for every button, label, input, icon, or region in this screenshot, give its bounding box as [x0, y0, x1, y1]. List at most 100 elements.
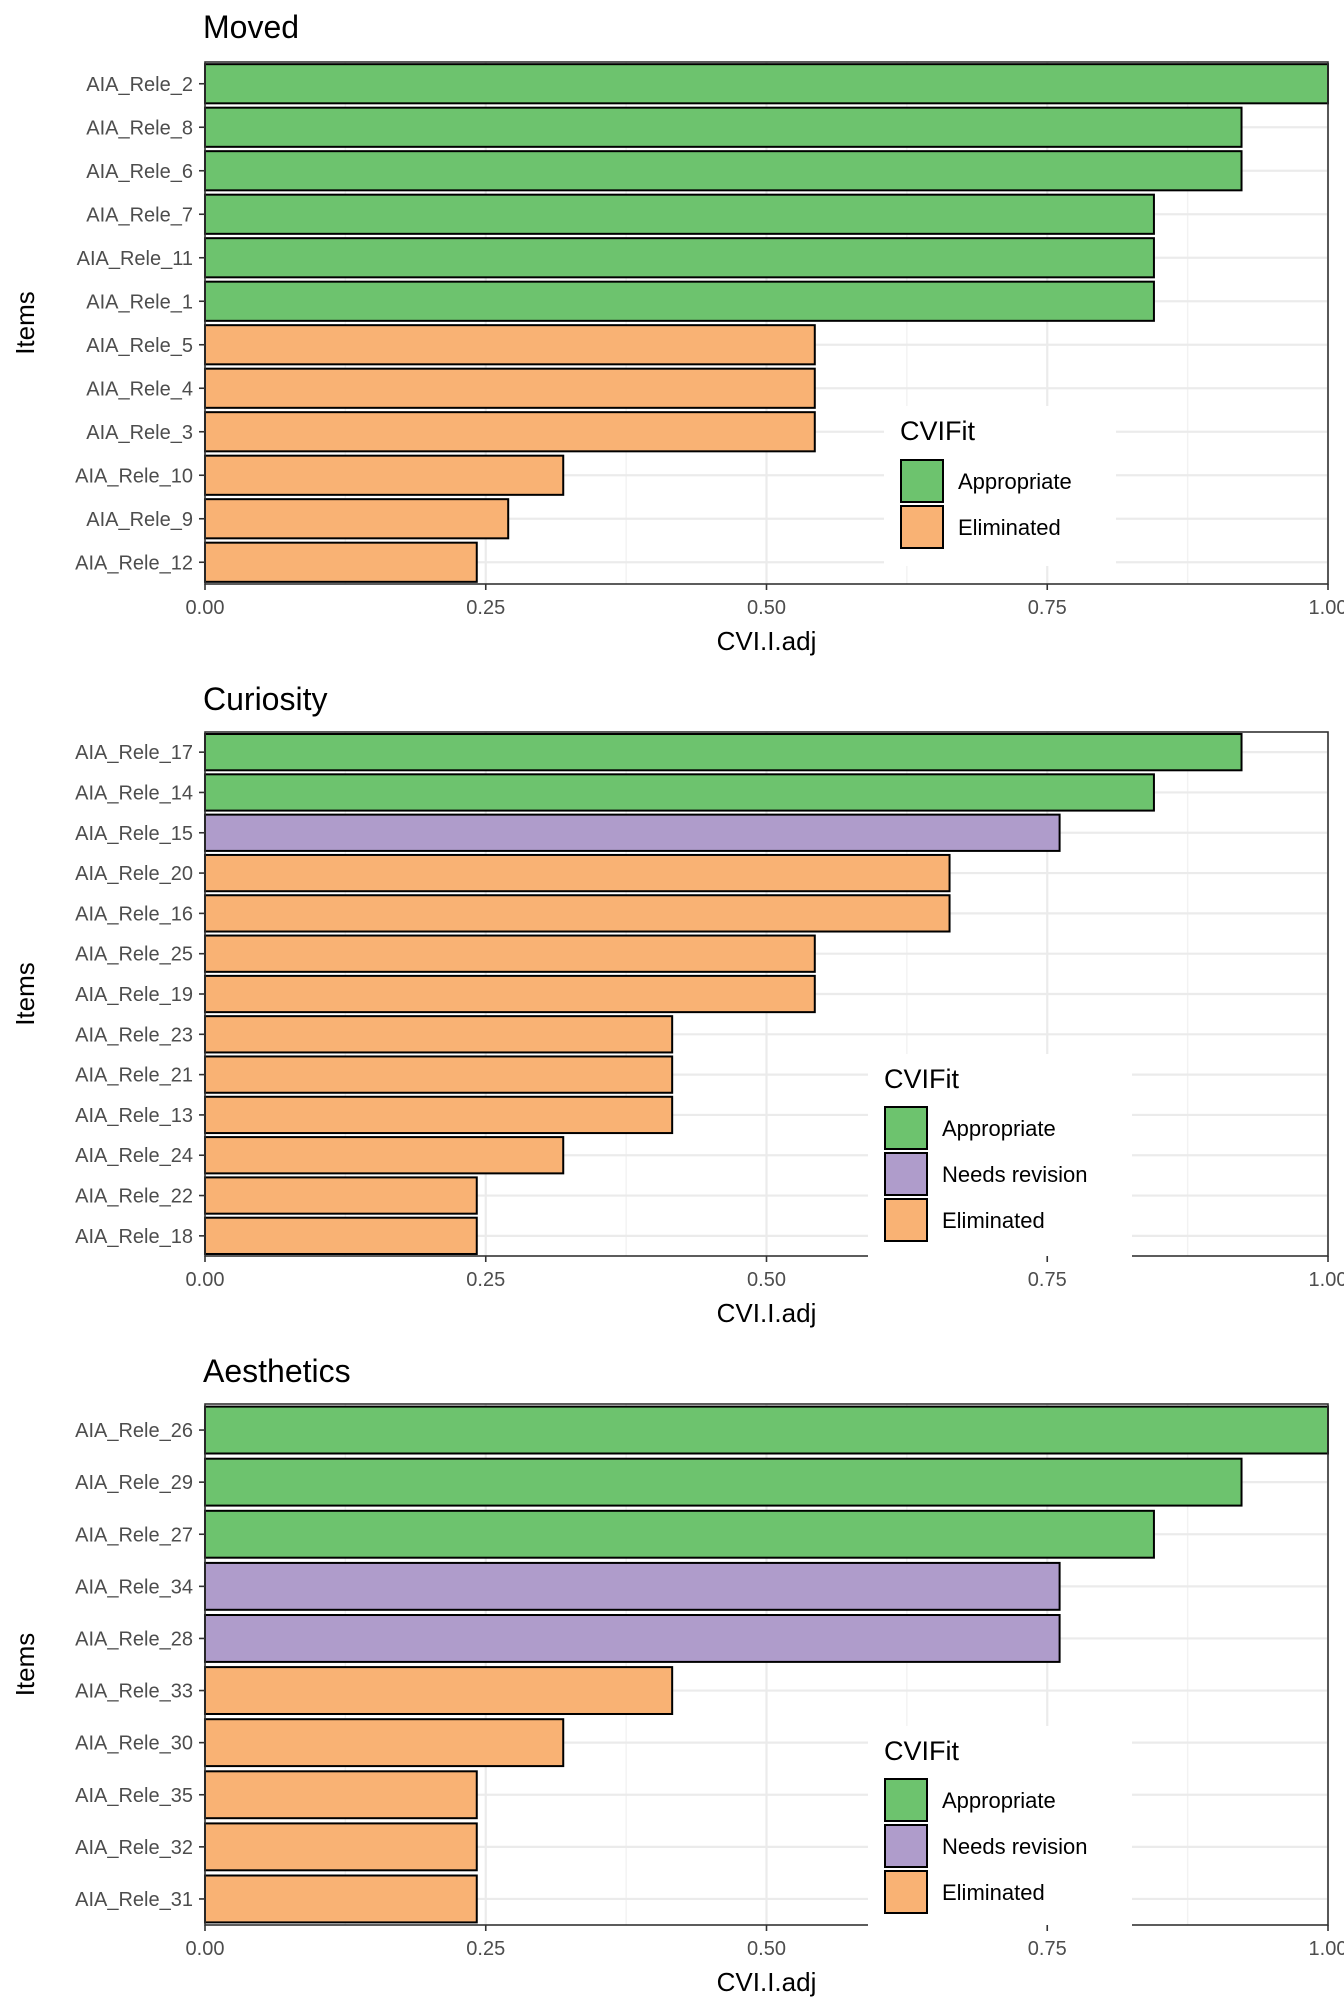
y-tick-label: AIA_Rele_12 [75, 552, 193, 574]
bar-aia-rele-9 [204, 498, 510, 540]
legend-key-appropriate [884, 1106, 928, 1150]
x-tick-label: 1.00 [1309, 1938, 1344, 1960]
y-tick-label: AIA_Rele_34 [75, 1576, 193, 1598]
legend-label-eliminated: Eliminated [958, 515, 1061, 540]
y-tick-label: AIA_Rele_31 [75, 1889, 193, 1911]
legend-label-appropriate: Appropriate [942, 1788, 1056, 1813]
y-tick-label: AIA_Rele_27 [75, 1524, 193, 1546]
bar-aia-rele-33 [204, 1666, 674, 1715]
panel-curiosity: CVIFit Appropriate Needs revision Eliminate… [10, 681, 1344, 1328]
bar-aia-rele-29 [204, 1457, 1243, 1507]
y-tick-label: AIA_Rele_2 [86, 74, 193, 96]
y-tick-label: AIA_Rele_3 [86, 422, 193, 444]
bar-aia-rele-15 [204, 813, 1061, 852]
bar-aia-rele-25 [204, 934, 816, 973]
bar-aia-rele-26 [204, 1405, 1329, 1455]
legend-label-eliminated: Eliminated [942, 1208, 1045, 1233]
bar-aia-rele-5 [204, 324, 816, 366]
y-tick-label: AIA_Rele_6 [86, 161, 193, 183]
x-axis-title: CVI.I.adj [717, 1967, 817, 1997]
y-tick-label: AIA_Rele_20 [75, 863, 193, 885]
bar-aia-rele-23 [204, 1015, 674, 1054]
bar-aia-rele-19 [204, 974, 816, 1014]
y-tick-label: AIA_Rele_1 [86, 291, 193, 313]
y-tick-label: AIA_Rele_29 [75, 1472, 193, 1494]
y-tick-label: AIA_Rele_5 [86, 335, 193, 357]
x-tick-label: 0.50 [747, 1269, 786, 1291]
bar-aia-rele-34 [204, 1561, 1061, 1611]
bar-aia-rele-13 [204, 1095, 674, 1135]
y-tick-label: AIA_Rele_10 [75, 465, 193, 487]
panel-moved: CVIFit Appropriate Eliminated AIA_Rele_2 AIA… [10, 9, 1344, 656]
bar-aia-rele-3 [204, 411, 816, 453]
legend-label-eliminated: Eliminated [942, 1880, 1045, 1905]
bar-aia-rele-10 [204, 454, 565, 496]
y-tick-label: AIA_Rele_19 [75, 984, 193, 1006]
bar-aia-rele-28 [204, 1614, 1061, 1663]
legend-label-appropriate: Appropriate [958, 469, 1072, 494]
bar-aia-rele-1 [204, 280, 1155, 322]
x-tick-label: 0.75 [1028, 1938, 1067, 1960]
y-axis-title: Items [10, 291, 40, 355]
bar-aia-rele-22 [204, 1176, 478, 1215]
bar-aia-rele-32 [204, 1822, 478, 1872]
y-tick-label: AIA_Rele_16 [75, 903, 193, 925]
legend: CVIFit Appropriate Eliminated [884, 406, 1116, 566]
y-tick-label: AIA_Rele_25 [75, 944, 193, 966]
y-tick-label: AIA_Rele_32 [75, 1837, 193, 1859]
x-tick-label: 0.75 [1028, 1269, 1067, 1291]
x-tick-label: 0.25 [466, 597, 505, 619]
y-tick-label: AIA_Rele_35 [75, 1785, 193, 1807]
y-tick-label: AIA_Rele_22 [75, 1186, 193, 1208]
bar-aia-rele-14 [204, 773, 1155, 812]
chart-title: Curiosity [203, 681, 327, 717]
legend-key-eliminated [900, 505, 944, 549]
x-tick-label: 1.00 [1309, 1269, 1344, 1291]
legend-key-appropriate [900, 459, 944, 503]
legend-title: CVIFit [900, 416, 976, 446]
x-tick-label: 0.25 [466, 1938, 505, 1960]
bar-aia-rele-21 [204, 1055, 674, 1094]
x-tick-label: 0.00 [186, 597, 225, 619]
y-tick-label: AIA_Rele_23 [75, 1024, 193, 1046]
bar-aia-rele-6 [204, 150, 1243, 192]
legend-label-appropriate: Appropriate [942, 1116, 1056, 1141]
legend-key-needs-revision [884, 1152, 928, 1196]
x-tick-label: 0.25 [466, 1269, 505, 1291]
y-tick-label: AIA_Rele_8 [86, 117, 193, 139]
y-tick-label: AIA_Rele_28 [75, 1628, 193, 1650]
chart-title: Moved [203, 9, 299, 45]
legend: CVIFit Appropriate Needs revision Eliminate… [868, 1726, 1132, 1931]
bar-aia-rele-2 [204, 63, 1329, 105]
y-tick-label: AIA_Rele_15 [75, 823, 193, 845]
y-tick-label: AIA_Rele_14 [75, 782, 193, 804]
bar-aia-rele-24 [204, 1136, 565, 1175]
chart-title: Aesthetics [203, 1353, 351, 1389]
bar-aia-rele-4 [204, 367, 816, 409]
bar-aia-rele-12 [204, 541, 478, 583]
legend-label-needs-revision: Needs revision [942, 1834, 1088, 1859]
y-tick-label: AIA_Rele_24 [75, 1145, 193, 1167]
legend-label-needs-revision: Needs revision [942, 1162, 1088, 1187]
bar-aia-rele-30 [204, 1718, 565, 1768]
x-tick-label: 0.50 [747, 1938, 786, 1960]
y-axis-title: Items [10, 1633, 40, 1697]
legend-title: CVIFit [884, 1064, 960, 1094]
y-tick-label: AIA_Rele_7 [86, 204, 193, 226]
bar-aia-rele-31 [204, 1874, 478, 1924]
bar-aia-rele-18 [204, 1216, 478, 1255]
y-tick-label: AIA_Rele_26 [75, 1420, 193, 1442]
legend-key-eliminated [884, 1198, 928, 1242]
x-tick-label: 0.00 [186, 1269, 225, 1291]
legend-key-appropriate [884, 1778, 928, 1822]
bar-aia-rele-17 [204, 733, 1243, 772]
bar-aia-rele-20 [204, 853, 951, 893]
y-axis-title: Items [10, 962, 40, 1026]
x-tick-label: 0.00 [186, 1938, 225, 1960]
y-tick-label: AIA_Rele_18 [75, 1226, 193, 1248]
bar-aia-rele-8 [204, 106, 1243, 148]
bar-aia-rele-27 [204, 1509, 1155, 1559]
legend-key-needs-revision [884, 1824, 928, 1868]
legend: CVIFit Appropriate Needs revision Eliminate… [868, 1054, 1132, 1259]
